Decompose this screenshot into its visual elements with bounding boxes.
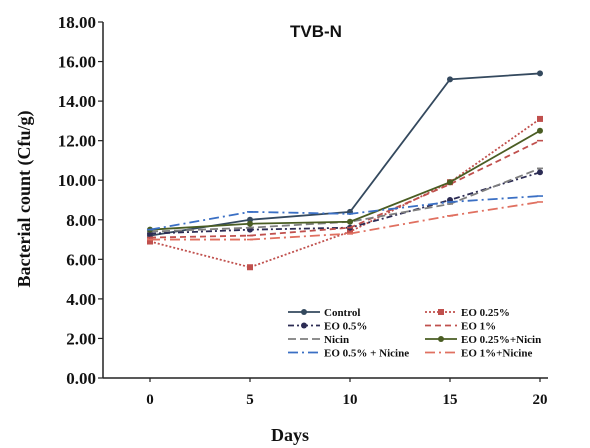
legend-entry: Nicin bbox=[288, 334, 349, 346]
series-layer bbox=[147, 70, 543, 271]
x-tick-label: 10 bbox=[343, 392, 358, 408]
series-eo-0-5-nicine bbox=[147, 195, 543, 231]
y-tick-label: 18.00 bbox=[58, 13, 96, 32]
series-control bbox=[147, 70, 543, 239]
series-line bbox=[149, 72, 541, 237]
data-point bbox=[147, 238, 153, 245]
x-axis-title: Days bbox=[271, 425, 309, 445]
data-point bbox=[347, 228, 353, 235]
y-tick-label: 10.00 bbox=[58, 171, 96, 190]
series-line bbox=[149, 118, 541, 269]
series-line bbox=[149, 171, 541, 235]
legend-label: EO 1% bbox=[461, 321, 496, 333]
legend-entry: EO 1%+Nicine bbox=[425, 348, 532, 360]
legend-marker bbox=[438, 336, 444, 342]
legend-label: Control bbox=[324, 307, 360, 319]
series-line bbox=[149, 139, 541, 239]
legend: Control EO 0.25% EO 0.5% EO 1% Nicin EO 0.25%… bbox=[288, 307, 541, 360]
data-point bbox=[537, 115, 543, 122]
legend-marker bbox=[438, 309, 444, 315]
x-ticks: 0 5 10 15 20 bbox=[146, 378, 548, 408]
data-point bbox=[537, 169, 543, 176]
y-tick-label: 0.00 bbox=[66, 369, 96, 388]
y-axis-title: Bacterial count (Cfu/g) bbox=[14, 111, 35, 288]
data-point bbox=[347, 218, 353, 225]
data-point bbox=[537, 70, 543, 77]
legend-label: EO 0.25%+Nicin bbox=[461, 334, 541, 346]
legend-marker bbox=[301, 309, 307, 315]
y-ticks: 0.00 2.00 4.00 6.00 8.00 10.00 12.00 14.00 16.00… bbox=[58, 13, 103, 388]
legend-label: Nicin bbox=[324, 334, 349, 346]
legend-entry: EO 0.5% bbox=[288, 321, 367, 333]
legend-label: EO 0.25% bbox=[461, 307, 510, 319]
series-line bbox=[149, 167, 541, 233]
legend-entry: EO 0.5% + Nicine bbox=[288, 348, 409, 360]
y-tick-label: 12.00 bbox=[58, 132, 96, 151]
legend-entry: Control bbox=[288, 307, 360, 319]
chart-title: TVB-N bbox=[290, 22, 342, 41]
x-tick-label: 0 bbox=[146, 392, 154, 408]
data-point bbox=[247, 264, 253, 271]
legend-marker bbox=[301, 322, 307, 329]
data-point bbox=[537, 127, 543, 134]
data-point bbox=[447, 179, 453, 186]
legend-label: EO 0.5% bbox=[324, 321, 367, 333]
legend-entry: EO 1% bbox=[425, 321, 496, 333]
series-eo-0-25 bbox=[147, 115, 543, 271]
series-eo-1-nicine bbox=[147, 201, 543, 241]
x-tick-label: 20 bbox=[533, 392, 548, 408]
data-point bbox=[247, 220, 253, 227]
y-tick-label: 4.00 bbox=[66, 290, 96, 309]
y-tick-label: 8.00 bbox=[66, 211, 96, 230]
x-tick-label: 5 bbox=[246, 392, 254, 408]
series-line bbox=[149, 129, 541, 231]
y-tick-label: 6.00 bbox=[66, 250, 96, 269]
series-eo-0-25-nicin bbox=[147, 127, 543, 233]
legend-label: EO 0.5% + Nicine bbox=[324, 348, 409, 360]
legend-entry: EO 0.25% bbox=[425, 307, 510, 319]
legend-entry: EO 0.25%+Nicin bbox=[425, 334, 541, 346]
x-tick-label: 15 bbox=[443, 392, 458, 408]
y-tick-label: 16.00 bbox=[58, 53, 96, 72]
y-tick-label: 14.00 bbox=[58, 92, 96, 111]
data-point bbox=[447, 76, 453, 83]
legend-label: EO 1%+Nicine bbox=[461, 348, 532, 360]
y-tick-label: 2.00 bbox=[66, 329, 96, 348]
series-line bbox=[150, 201, 541, 241]
